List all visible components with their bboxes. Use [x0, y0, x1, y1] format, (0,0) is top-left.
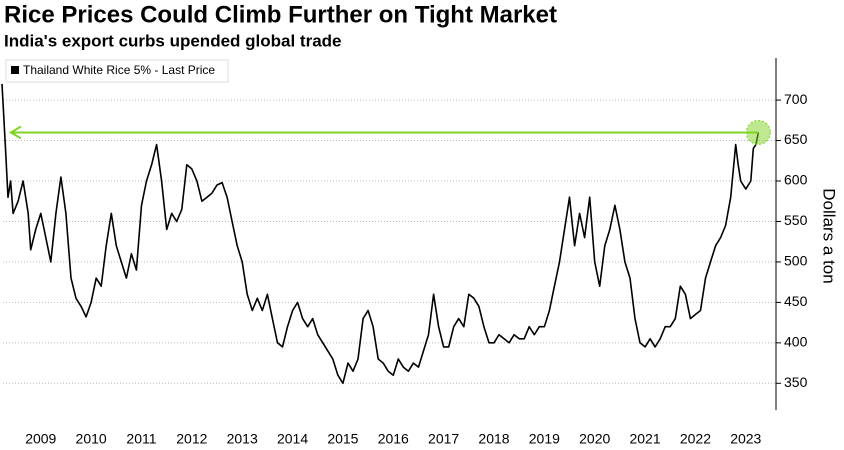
reference-arrow	[9, 125, 22, 140]
y-tick-label: 500	[784, 253, 808, 269]
x-tick-label: 2010	[76, 431, 107, 447]
price-line	[1, 83, 760, 385]
legend-box	[5, 59, 229, 83]
y-tick-label: 650	[784, 131, 808, 147]
x-tick-label: 2021	[629, 431, 660, 447]
x-tick-label: 2019	[529, 431, 560, 447]
y-tick-label: 700	[784, 91, 808, 107]
x-tick-label: 2018	[478, 431, 509, 447]
y-tick-label: 400	[784, 334, 808, 350]
y-tick-label: 450	[784, 293, 808, 309]
x-tick-label: 2022	[680, 431, 711, 447]
x-tick-label: 2013	[227, 431, 258, 447]
y-tick-label: 350	[784, 374, 808, 390]
reference-circle	[745, 119, 771, 145]
x-tick-label: 2020	[579, 431, 610, 447]
x-tick-label: 2009	[25, 431, 56, 447]
x-tick-label: 2012	[176, 431, 207, 447]
legend-label: Thailand White Rice 5% - Last Price	[23, 63, 215, 77]
y-axis-label: Dollars a ton	[820, 188, 839, 283]
x-tick-label: 2014	[277, 431, 308, 447]
x-tick-label: 2023	[730, 431, 761, 447]
x-tick-label: 2011	[126, 431, 156, 447]
y-tick-label: 600	[784, 172, 808, 188]
x-tick-label: 2016	[378, 431, 409, 447]
y-tick-label: 550	[784, 212, 808, 228]
legend-swatch	[11, 66, 19, 74]
x-tick-label: 2015	[327, 431, 358, 447]
chart-title: Rice Prices Could Climb Further on Tight…	[4, 1, 557, 28]
x-tick-label: 2017	[428, 431, 459, 447]
chart-subtitle: India's export curbs upended global trad…	[4, 31, 342, 50]
